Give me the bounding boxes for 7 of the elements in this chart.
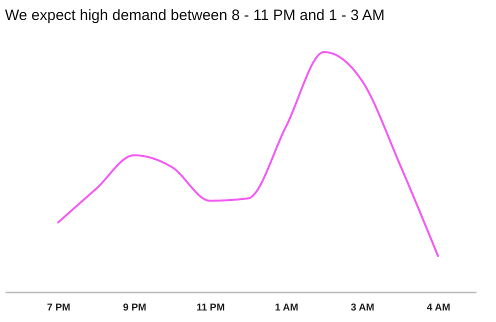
x-tick-label: 9 PM <box>122 302 146 314</box>
x-tick-label: 4 AM <box>426 302 450 314</box>
x-tick-label: 1 AM <box>274 302 298 314</box>
x-tick-label: 11 PM <box>196 302 225 314</box>
x-tick-label: 7 PM <box>47 302 70 314</box>
chart-title: We expect high demand between 8 - 11 PM and 1 - 3 AM <box>5 7 385 24</box>
x-tick-label: 3 AM <box>350 302 374 314</box>
